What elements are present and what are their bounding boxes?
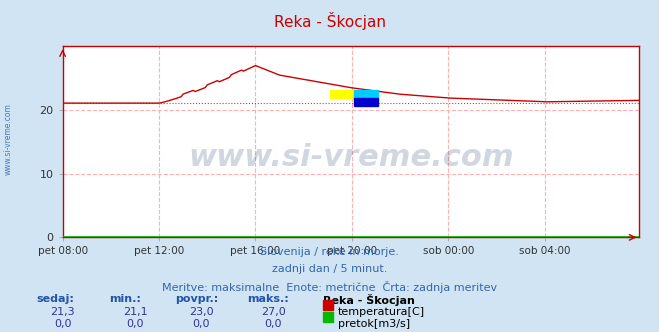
Text: 23,0: 23,0 xyxy=(188,307,214,317)
Text: 0,0: 0,0 xyxy=(54,319,71,329)
Text: 21,1: 21,1 xyxy=(123,307,148,317)
Text: 0,0: 0,0 xyxy=(127,319,144,329)
Text: pretok[m3/s]: pretok[m3/s] xyxy=(338,319,410,329)
Text: 21,3: 21,3 xyxy=(50,307,75,317)
Text: maks.:: maks.: xyxy=(247,294,289,304)
Text: min.:: min.: xyxy=(109,294,140,304)
Text: 0,0: 0,0 xyxy=(192,319,210,329)
Text: www.si-vreme.com: www.si-vreme.com xyxy=(4,104,13,175)
Text: www.si-vreme.com: www.si-vreme.com xyxy=(188,143,514,172)
Text: Slovenija / reke in morje.: Slovenija / reke in morje. xyxy=(260,247,399,257)
Bar xyxy=(354,98,378,106)
Text: temperatura[C]: temperatura[C] xyxy=(338,307,425,317)
Bar xyxy=(354,90,378,98)
Bar xyxy=(330,90,354,98)
Text: sedaj:: sedaj: xyxy=(36,294,74,304)
Text: Meritve: maksimalne  Enote: metrične  Črta: zadnja meritev: Meritve: maksimalne Enote: metrične Črta… xyxy=(162,281,497,292)
Text: Reka - Škocjan: Reka - Škocjan xyxy=(273,12,386,30)
Text: povpr.:: povpr.: xyxy=(175,294,218,304)
Text: zadnji dan / 5 minut.: zadnji dan / 5 minut. xyxy=(272,264,387,274)
Text: Reka - Škocjan: Reka - Škocjan xyxy=(323,294,415,306)
Text: 27,0: 27,0 xyxy=(261,307,286,317)
Text: 0,0: 0,0 xyxy=(265,319,282,329)
